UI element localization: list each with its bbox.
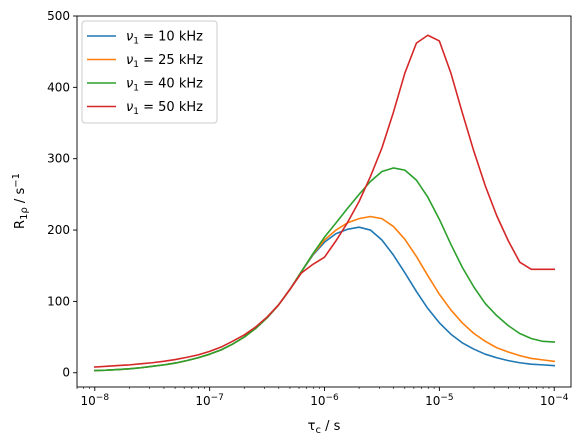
plot-frame: [76, 15, 572, 388]
y-tick-label-6: 500: [47, 9, 70, 23]
x-axis: 10−8 10−7 10−6 10−5 10−4: [76, 387, 569, 408]
y-tick-label-3: 200: [47, 223, 70, 237]
y-axis: 0 100 200 300 400 500: [47, 9, 77, 380]
series-line-4: [93, 34, 556, 368]
legend-label-2: ν1 = 25 kHz: [126, 53, 203, 70]
series-line-2: [93, 215, 556, 372]
y-axis-label: R1ρ / s−1: [11, 173, 30, 229]
x-tick-label-5: 10−4: [540, 393, 569, 408]
y-tick-label-1: 0: [62, 366, 70, 380]
legend-label-4: ν1 = 50 kHz: [126, 100, 203, 117]
x-tick-label-1: 10−8: [81, 393, 110, 408]
x-tick-label-3: 10−6: [310, 393, 339, 408]
legend-frame: [81, 20, 218, 124]
legend: ν1 = 10 kHz ν1 = 25 kHz ν1 = 40 kHz ν1 = 50…: [81, 20, 218, 124]
series-line-1: [93, 226, 556, 372]
x-tick-label-4: 10−5: [425, 393, 454, 408]
x-tick-label-2: 10−7: [195, 393, 224, 408]
plot-area: 10−8 10−7 10−6 10−5 10−4 0 100 200 300 400 500: [47, 9, 572, 408]
series-layer: [93, 34, 556, 372]
y-tick-label-5: 400: [47, 80, 70, 94]
legend-items: ν1 = 10 kHz ν1 = 25 kHz ν1 = 40 kHz ν1 = 50…: [87, 30, 203, 117]
series-line-3: [93, 167, 556, 372]
y-tick-label-4: 300: [47, 152, 70, 166]
y-tick-label-2: 100: [47, 294, 70, 308]
x-axis-label: τc / s: [308, 419, 341, 436]
legend-label-3: ν1 = 40 kHz: [126, 77, 203, 94]
legend-label-1: ν1 = 10 kHz: [126, 30, 203, 47]
